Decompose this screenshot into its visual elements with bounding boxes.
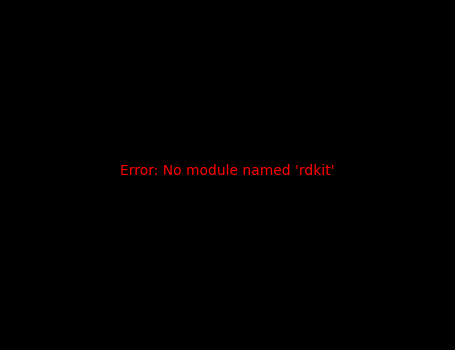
Text: Error: No module named 'rdkit': Error: No module named 'rdkit' xyxy=(120,164,335,178)
